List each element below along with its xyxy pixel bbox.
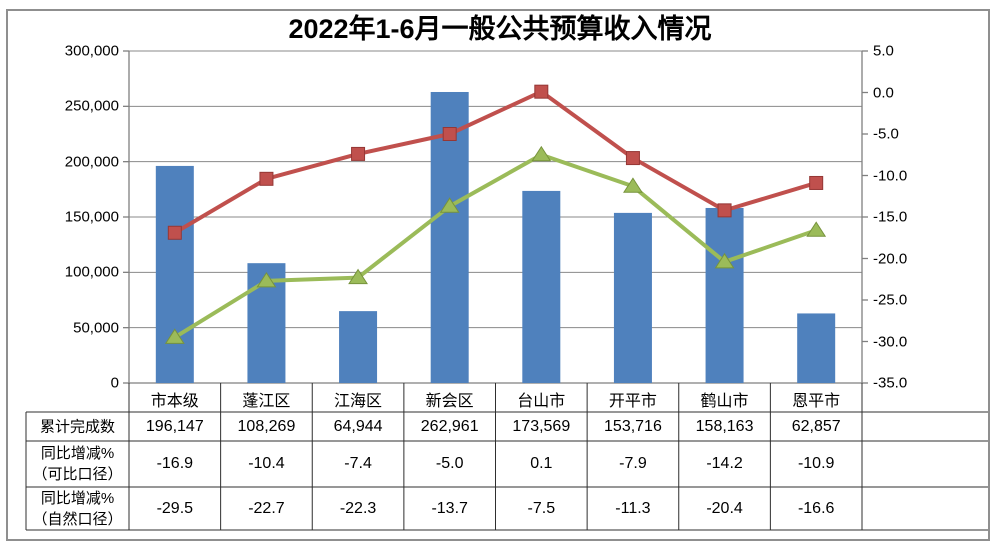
marker-square-台山市 bbox=[534, 84, 549, 99]
table-cell: -20.4 bbox=[706, 499, 743, 517]
category-label-开平市: 开平市 bbox=[608, 392, 657, 410]
table-cell: -14.2 bbox=[706, 455, 743, 472]
table-cell: -7.4 bbox=[344, 455, 372, 472]
bar-开平市 bbox=[613, 212, 652, 383]
table-cell: -10.4 bbox=[248, 455, 285, 472]
right-axis-tick-label: -35.0 bbox=[873, 374, 908, 392]
table-cell: -5.0 bbox=[435, 455, 464, 472]
table-cell: -7.5 bbox=[527, 499, 556, 517]
marker-square-开平市 bbox=[625, 151, 640, 166]
bar-恩平市 bbox=[797, 313, 836, 383]
left-axis-tick-label: 250,000 bbox=[64, 97, 119, 115]
right-axis-tick-label: 0.0 bbox=[873, 84, 894, 101]
category-label-恩平市: 恩平市 bbox=[792, 392, 841, 410]
table-row-header: 同比增减% （可比口径） bbox=[32, 445, 123, 483]
table-row-header: 同比增减% （自然口径） bbox=[32, 489, 123, 528]
table-cell: -29.5 bbox=[156, 499, 194, 517]
table-cell: 158,163 bbox=[695, 417, 754, 435]
category-label-台山市: 台山市 bbox=[517, 392, 566, 410]
marker-square-蓬江区 bbox=[259, 171, 274, 186]
right-axis-tick-label: -10.0 bbox=[873, 167, 908, 184]
bar-市本级 bbox=[155, 165, 194, 383]
left-axis-tick-label: 100,000 bbox=[64, 263, 119, 281]
marker-square-鹤山市 bbox=[717, 203, 732, 218]
marker-triangle-恩平市 bbox=[806, 221, 827, 237]
right-axis-tick-label: 5.0 bbox=[873, 42, 894, 60]
category-label-鹤山市: 鹤山市 bbox=[700, 392, 749, 410]
bar-鹤山市 bbox=[705, 207, 744, 383]
marker-square-恩平市 bbox=[809, 175, 824, 190]
right-axis-tick-label: -5.0 bbox=[873, 125, 899, 143]
table-row-header: 累计完成数 bbox=[39, 418, 116, 435]
table-cell: -13.7 bbox=[431, 499, 468, 517]
line-natural bbox=[172, 152, 819, 340]
right-axis-tick-label: -25.0 bbox=[873, 291, 908, 309]
marker-triangle-新会区 bbox=[439, 197, 460, 213]
left-axis-tick-label: 0 bbox=[110, 374, 119, 392]
table-cell: 0.1 bbox=[530, 455, 553, 472]
table-cell: 173,569 bbox=[512, 417, 571, 435]
table-cell: -16.9 bbox=[156, 455, 194, 472]
table-cell: -11.3 bbox=[615, 499, 651, 517]
bar-江海区 bbox=[339, 311, 378, 383]
category-label-江海区: 江海区 bbox=[334, 392, 383, 410]
category-label-蓬江区: 蓬江区 bbox=[242, 392, 291, 410]
table-cell: 153,716 bbox=[604, 417, 662, 435]
line-comparable bbox=[172, 89, 819, 235]
left-axis-tick-label: 150,000 bbox=[64, 208, 119, 226]
right-axis-tick-label: -30.0 bbox=[873, 333, 908, 350]
table-cell: 62,857 bbox=[791, 417, 841, 435]
table-cell: 262,961 bbox=[420, 417, 479, 435]
table-cell: -10.9 bbox=[797, 455, 835, 472]
table-cell: 108,269 bbox=[237, 417, 296, 435]
right-axis-tick-label: -20.0 bbox=[873, 250, 908, 267]
marker-triangle-鹤山市 bbox=[714, 252, 735, 269]
category-label-市本级: 市本级 bbox=[150, 392, 199, 410]
left-axis-tick-label: 50,000 bbox=[73, 319, 119, 337]
marker-triangle-台山市 bbox=[531, 145, 552, 162]
marker-square-江海区 bbox=[351, 146, 366, 161]
table-cell: -22.3 bbox=[339, 499, 377, 517]
marker-triangle-蓬江区 bbox=[256, 271, 277, 288]
marker-square-市本级 bbox=[167, 225, 182, 240]
table-cell: -22.7 bbox=[248, 499, 285, 517]
marker-triangle-江海区 bbox=[348, 268, 368, 285]
table-cell: 196,147 bbox=[145, 417, 204, 435]
table-cell: -16.6 bbox=[797, 499, 835, 517]
table-cell: 64,944 bbox=[333, 417, 383, 435]
marker-triangle-开平市 bbox=[623, 177, 643, 193]
left-axis-tick-label: 300,000 bbox=[64, 42, 119, 60]
table-cell: -7.9 bbox=[619, 455, 647, 472]
right-axis-tick-label: -15.0 bbox=[873, 208, 908, 226]
marker-square-新会区 bbox=[442, 127, 457, 141]
bar-台山市 bbox=[522, 190, 561, 383]
category-label-新会区: 新会区 bbox=[425, 392, 474, 410]
left-axis-tick-label: 200,000 bbox=[64, 153, 119, 171]
marker-triangle-市本级 bbox=[164, 328, 185, 344]
chart-title: 2022年1-6月一般公共预算收入情况 bbox=[288, 14, 712, 44]
